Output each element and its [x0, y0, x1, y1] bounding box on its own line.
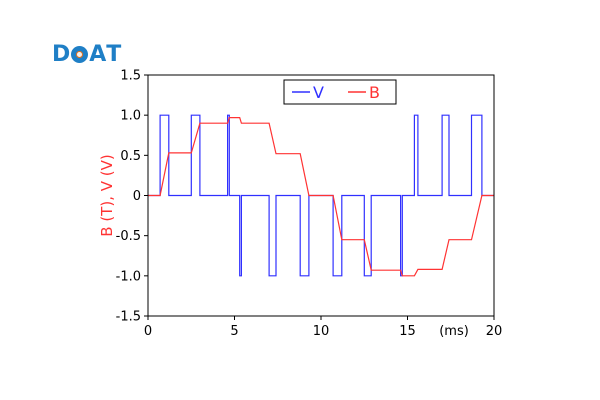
- legend-label-v: V: [313, 83, 324, 102]
- dat-logo: D A T: [52, 42, 121, 67]
- x-tick-label: 15: [399, 324, 416, 339]
- y-tick-label: 1.0: [120, 109, 141, 124]
- y-tick-label: 0: [133, 189, 141, 204]
- logo-letter-d: D: [52, 42, 71, 67]
- logo-target-icon: [71, 46, 89, 63]
- x-tick-label: 20: [486, 324, 503, 339]
- y-tick-label: -1.0: [116, 269, 141, 284]
- x-tick-label: 10: [313, 324, 330, 339]
- y-tick-label: -1.5: [116, 310, 141, 325]
- axis-ticks: 0 5 10 15 -1.5 -1.0 -0.5 0 0.5 1.0 1.5 20: [116, 69, 503, 340]
- logo-letter-t: T: [106, 42, 122, 67]
- legend-label-b: B: [369, 83, 380, 102]
- y-tick-label: 1.5: [120, 69, 141, 84]
- plot-area: [148, 114, 494, 277]
- x-tick-label: 0: [144, 324, 152, 339]
- x-tick-label: 5: [230, 324, 238, 339]
- x-axis-unit-label: (ms): [439, 324, 469, 339]
- y-tick-label: -0.5: [116, 229, 141, 244]
- logo-letter-a: A: [89, 42, 107, 67]
- y-tick-label: 0.5: [120, 149, 141, 164]
- series-line-b: [148, 116, 494, 277]
- y-axis-label: B (T), V (V): [98, 154, 116, 236]
